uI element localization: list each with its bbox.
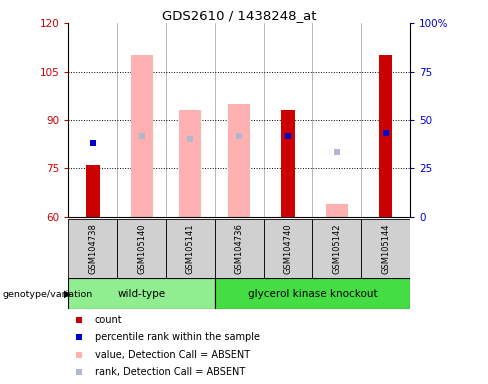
Bar [166,219,215,278]
Bar [379,55,392,217]
Text: genotype/variation: genotype/variation [2,290,93,299]
Text: value, Detection Call = ABSENT: value, Detection Call = ABSENT [95,350,250,360]
Bar [68,219,117,278]
Bar [361,219,410,278]
Bar [264,219,312,278]
Text: wild-type: wild-type [118,289,165,299]
Text: count: count [95,315,122,325]
Title: GDS2610 / 1438248_at: GDS2610 / 1438248_at [162,9,316,22]
Bar [86,165,100,217]
Text: glycerol kinase knockout: glycerol kinase knockout [247,289,377,299]
Bar [326,204,347,217]
Text: GSM104740: GSM104740 [284,223,292,274]
Bar [117,219,166,278]
Bar [68,278,215,309]
Bar [215,219,264,278]
Bar [312,219,361,278]
Text: GSM105142: GSM105142 [332,223,341,274]
Text: ▶: ▶ [64,289,72,299]
Bar [281,110,295,217]
Text: percentile rank within the sample: percentile rank within the sample [95,332,260,342]
Text: GSM104738: GSM104738 [88,223,97,274]
Text: GSM105144: GSM105144 [381,223,390,274]
Bar [131,55,152,217]
Bar [228,104,250,217]
Bar [180,110,201,217]
Text: GSM105141: GSM105141 [186,223,195,274]
Bar [215,278,410,309]
Text: rank, Detection Call = ABSENT: rank, Detection Call = ABSENT [95,367,245,377]
Text: GSM104736: GSM104736 [235,223,244,274]
Text: GSM105140: GSM105140 [137,223,146,274]
